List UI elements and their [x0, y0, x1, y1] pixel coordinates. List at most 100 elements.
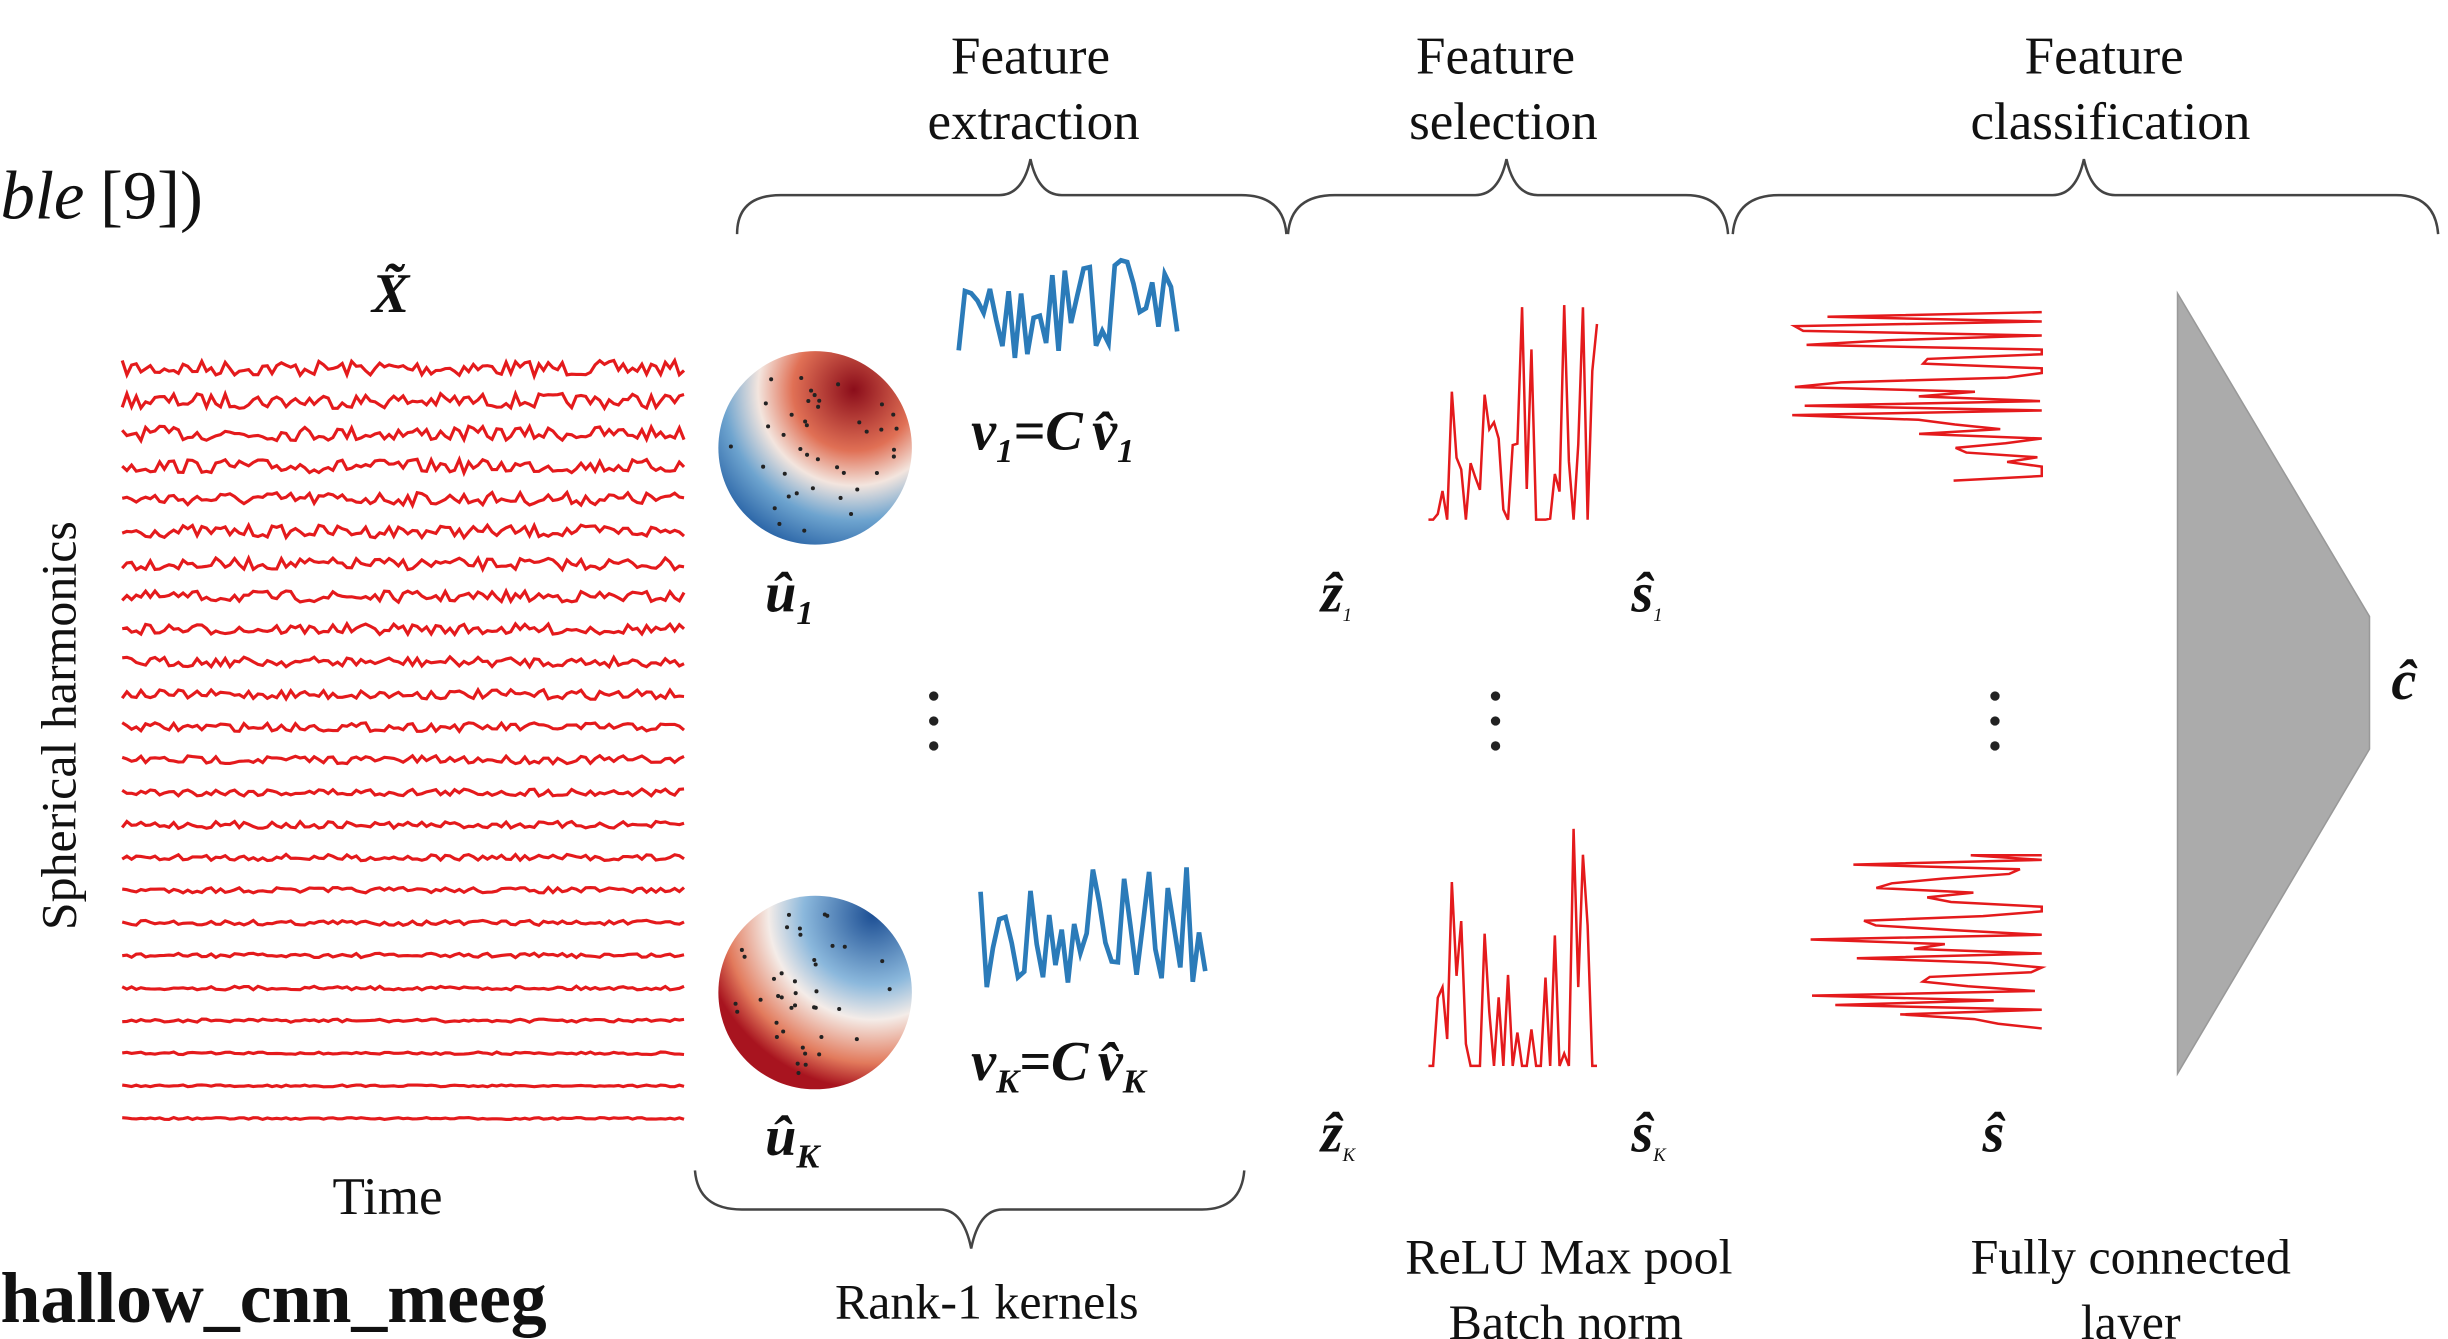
- s-label: ŝ: [1981, 1103, 2005, 1165]
- sensor: [769, 377, 774, 382]
- sensor: [803, 1062, 808, 1067]
- trace: [121, 587, 686, 605]
- caption: layer: [2081, 1295, 2181, 1339]
- sensor: [816, 404, 821, 409]
- trace: [122, 1083, 685, 1089]
- sensor: [793, 991, 798, 996]
- ellipsis: [929, 691, 2000, 751]
- trace: [1428, 828, 1597, 1068]
- sensor: [784, 925, 790, 930]
- z-label: ẑ1: [1319, 563, 1352, 626]
- sensor: [799, 376, 804, 381]
- sensor: [806, 398, 811, 404]
- trace: [122, 1050, 685, 1057]
- sensor: [802, 528, 807, 533]
- sensor: [813, 962, 818, 967]
- trace: [121, 753, 685, 766]
- sensor: [739, 947, 744, 952]
- sensor: [842, 944, 847, 949]
- trace: [122, 1017, 685, 1024]
- sensor: [809, 388, 814, 393]
- stage-title: Feature: [1416, 27, 1575, 85]
- sensor: [763, 401, 768, 406]
- sensor: [879, 427, 884, 432]
- trace: [120, 819, 685, 831]
- brace: [735, 158, 1288, 235]
- sensor: [812, 393, 817, 398]
- trace: [122, 951, 685, 960]
- sensor: [805, 452, 810, 457]
- sensor: [774, 1020, 779, 1025]
- trace: [121, 852, 685, 863]
- caption: Rank-1 kernels: [835, 1275, 1139, 1330]
- y-label: Spherical harmonics: [31, 521, 86, 930]
- signal-name: hallow_cnn_meeg: [0, 1258, 546, 1338]
- sensor: [814, 989, 819, 994]
- sensor: [891, 412, 896, 417]
- trace: [120, 356, 686, 381]
- caption: Fully connected: [1971, 1229, 2291, 1284]
- sensor: [774, 1035, 779, 1040]
- z-label: ẑK: [1319, 1103, 1357, 1166]
- sensor: [798, 446, 803, 452]
- sensor: [742, 954, 747, 959]
- stage-title: classification: [1970, 93, 2250, 151]
- brace: [693, 1170, 1246, 1249]
- sensor-dots: [728, 376, 899, 1076]
- s-label: ŝK: [1630, 1103, 1667, 1166]
- waveforms: [956, 257, 2047, 1068]
- trace: [121, 521, 686, 541]
- sensor: [887, 987, 892, 992]
- sensor: [794, 491, 799, 496]
- sensor: [800, 1045, 805, 1050]
- sensor: [772, 506, 777, 511]
- sensor: [804, 423, 809, 428]
- fc-layer: [2176, 290, 2371, 1077]
- sensor: [779, 971, 784, 976]
- stage-title: extraction: [928, 93, 1140, 151]
- sensor: [728, 444, 733, 449]
- stage-title: selection: [1409, 93, 1598, 151]
- trace: [122, 1115, 685, 1122]
- trace: [121, 455, 686, 478]
- kernel-equation: v1=C v̂1: [971, 400, 1134, 469]
- kernel-equation: vK=C v̂K: [971, 1031, 1148, 1100]
- sensor: [812, 957, 817, 963]
- sensor: [874, 470, 879, 476]
- trace: [121, 422, 686, 445]
- stage-title: Feature: [2025, 27, 2184, 85]
- sensor: [776, 994, 781, 999]
- trace: [120, 686, 685, 702]
- sensor: [891, 454, 896, 459]
- sensor: [782, 471, 787, 476]
- sensor: [781, 432, 786, 437]
- trace: [1810, 853, 2047, 1030]
- sensor: [854, 1037, 859, 1042]
- sensor: [819, 1034, 824, 1039]
- sensor: [761, 464, 766, 469]
- sensor: [879, 402, 884, 407]
- sensor: [789, 412, 794, 417]
- caption: Batch norm: [1449, 1295, 1683, 1339]
- s-label: ŝ1: [1630, 563, 1662, 626]
- sensor: [813, 1005, 818, 1010]
- sensor: [795, 1061, 800, 1066]
- sensor: [837, 1006, 842, 1012]
- sensor: [815, 457, 820, 462]
- sensor: [838, 495, 843, 500]
- trace: [1790, 310, 2044, 482]
- trace: [121, 918, 685, 928]
- sensor: [797, 926, 802, 931]
- sensor: [817, 398, 822, 403]
- brace: [1731, 158, 2440, 235]
- trace: [956, 257, 1180, 359]
- sensor: [786, 494, 791, 499]
- trace: [121, 620, 686, 638]
- eeg-traces: [120, 356, 686, 1122]
- sensor: [766, 424, 771, 429]
- kernel-label: û1: [765, 563, 813, 632]
- stage-title: Feature: [951, 27, 1110, 85]
- kernel-label: ûK: [765, 1106, 821, 1175]
- sensor: [803, 1051, 808, 1056]
